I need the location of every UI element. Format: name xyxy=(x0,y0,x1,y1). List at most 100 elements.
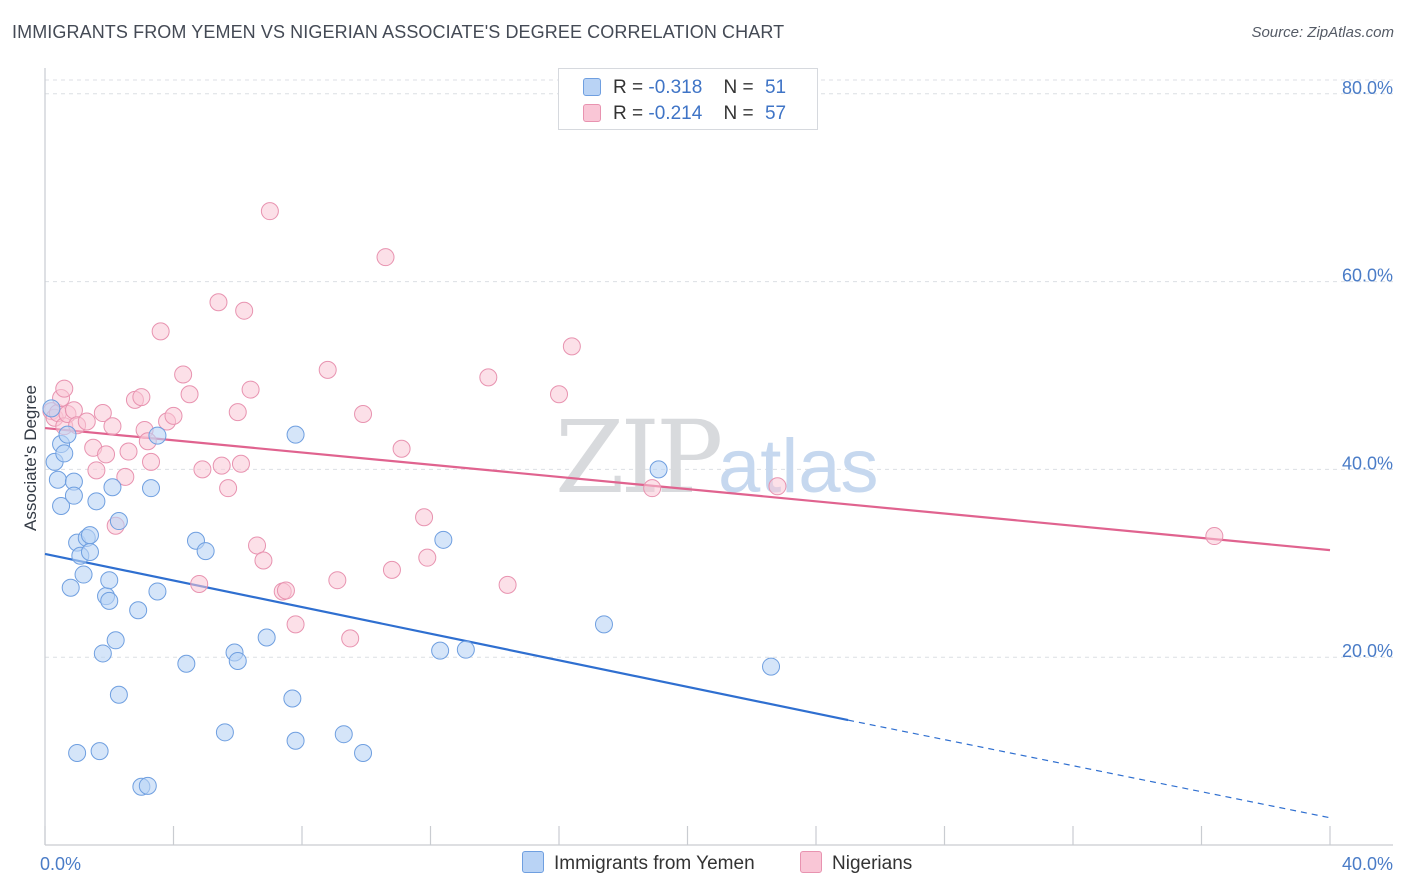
point-yemen-35 xyxy=(228,651,247,670)
point-nigerian-26 xyxy=(174,365,193,384)
legend-row-nigerian: R = -0.214 N = 57 xyxy=(583,103,786,127)
point-yemen-38 xyxy=(286,731,305,750)
gridlines xyxy=(45,79,1393,658)
point-nigerian-22 xyxy=(142,452,161,471)
point-nigerian-57 xyxy=(768,477,787,496)
point-nigerian-46 xyxy=(354,404,373,423)
point-nigerian-44 xyxy=(328,571,347,590)
trend-line-nigerian xyxy=(44,426,1331,552)
bottom-legend-swatch-yemen xyxy=(522,851,544,873)
point-nigerian-33 xyxy=(228,403,247,422)
point-yemen-22 xyxy=(106,631,125,650)
point-nigerian-32 xyxy=(219,479,238,498)
bottom-legend-nigerian: Nigerians xyxy=(800,851,912,875)
point-yemen-0 xyxy=(42,399,61,418)
point-nigerian-37 xyxy=(248,536,267,555)
bottom-legend-label-yemen: Immigrants from Yemen xyxy=(554,853,755,874)
point-nigerian-19 xyxy=(132,388,151,407)
point-nigerian-47 xyxy=(376,248,395,267)
point-yemen-40 xyxy=(334,725,353,744)
y-tick-label-2: 60.0% xyxy=(1342,266,1393,286)
point-yemen-37 xyxy=(283,689,302,708)
point-nigerian-29 xyxy=(193,460,212,479)
point-yemen-48 xyxy=(138,776,157,795)
point-nigerian-50 xyxy=(415,508,434,527)
legend-r-label: R = xyxy=(613,77,644,98)
point-nigerian-13 xyxy=(97,445,116,464)
point-yemen-32 xyxy=(196,542,215,561)
legend-swatch-yemen xyxy=(583,78,601,96)
point-yemen-3 xyxy=(52,497,71,516)
point-yemen-17 xyxy=(90,742,109,761)
legend-swatch-nigerian xyxy=(583,104,601,122)
point-yemen-30 xyxy=(177,654,196,673)
point-nigerian-36 xyxy=(241,380,260,399)
correlation-legend: R = -0.318 N = 51 R = -0.214 N = 57 xyxy=(558,68,818,130)
point-nigerian-48 xyxy=(382,560,401,579)
point-yemen-41 xyxy=(354,743,373,762)
point-yemen-9 xyxy=(64,486,83,505)
legend-r-label: R = xyxy=(613,103,644,124)
point-yemen-14 xyxy=(80,543,99,562)
point-yemen-24 xyxy=(109,685,128,704)
point-nigerian-34 xyxy=(231,454,250,473)
point-nigerian-41 xyxy=(276,581,295,600)
point-yemen-45 xyxy=(594,615,613,634)
axes xyxy=(44,68,1393,846)
tick-labels: 20.0% 40.0% 60.0% 80.0% 0.0% 40.0% xyxy=(40,78,1393,874)
point-nigerian-54 xyxy=(550,385,568,404)
point-nigerian-23 xyxy=(151,322,170,341)
watermark-zip: ZIP xyxy=(555,399,720,516)
point-nigerian-51 xyxy=(418,548,437,567)
point-nigerian-45 xyxy=(341,629,360,648)
point-nigerian-56 xyxy=(643,479,662,498)
point-yemen-20 xyxy=(100,591,119,610)
point-nigerian-11 xyxy=(87,461,106,480)
point-nigerian-43 xyxy=(318,360,337,379)
point-yemen-27 xyxy=(142,479,161,498)
point-yemen-18 xyxy=(93,644,112,663)
data-points xyxy=(42,202,1224,796)
point-nigerian-16 xyxy=(116,467,135,486)
trend-lines xyxy=(44,426,1331,819)
x-tick-label-1: 40.0% xyxy=(1342,854,1393,874)
bottom-legend-yemen: Immigrants from Yemen xyxy=(522,851,755,875)
point-nigerian-4 xyxy=(55,379,74,398)
point-nigerian-27 xyxy=(180,385,199,404)
point-yemen-44 xyxy=(456,640,475,659)
point-yemen-2 xyxy=(48,470,67,489)
bottom-legend-swatch-nigerian xyxy=(800,851,822,873)
point-yemen-21 xyxy=(103,478,122,497)
point-yemen-39 xyxy=(286,425,305,444)
watermark-atlas: atlas xyxy=(718,424,879,509)
point-nigerian-38 xyxy=(254,551,273,570)
point-nigerian-12 xyxy=(93,404,112,423)
point-nigerian-53 xyxy=(498,575,517,594)
point-nigerian-9 xyxy=(77,412,96,431)
point-nigerian-58 xyxy=(1205,527,1224,546)
point-yemen-15 xyxy=(80,526,99,545)
legend-n-label: N = xyxy=(723,103,754,124)
legend-n-value-nigerian: 57 xyxy=(764,103,787,124)
legend-r-value-nigerian: -0.214 xyxy=(648,103,703,124)
y-axis-label: Associate's Degree xyxy=(21,385,40,531)
point-yemen-25 xyxy=(129,601,148,620)
point-nigerian-31 xyxy=(212,456,231,475)
point-yemen-23 xyxy=(109,512,128,531)
point-nigerian-35 xyxy=(235,301,254,320)
point-yemen-7 xyxy=(61,578,80,597)
point-yemen-29 xyxy=(148,426,167,445)
trend-line-yemen-extension xyxy=(848,719,1331,819)
point-yemen-16 xyxy=(87,492,106,511)
point-yemen-6 xyxy=(58,425,77,444)
point-nigerian-30 xyxy=(209,293,228,312)
legend-n-value-yemen: 51 xyxy=(764,77,787,98)
y-tick-label-0: 20.0% xyxy=(1342,641,1393,661)
point-nigerian-39 xyxy=(260,202,279,221)
point-yemen-49 xyxy=(68,743,87,762)
legend-n-label: N = xyxy=(723,77,754,98)
point-yemen-33 xyxy=(215,723,234,742)
legend-row-yemen: R = -0.318 N = 51 xyxy=(583,77,786,101)
legend-r-value-yemen: -0.318 xyxy=(648,77,703,98)
